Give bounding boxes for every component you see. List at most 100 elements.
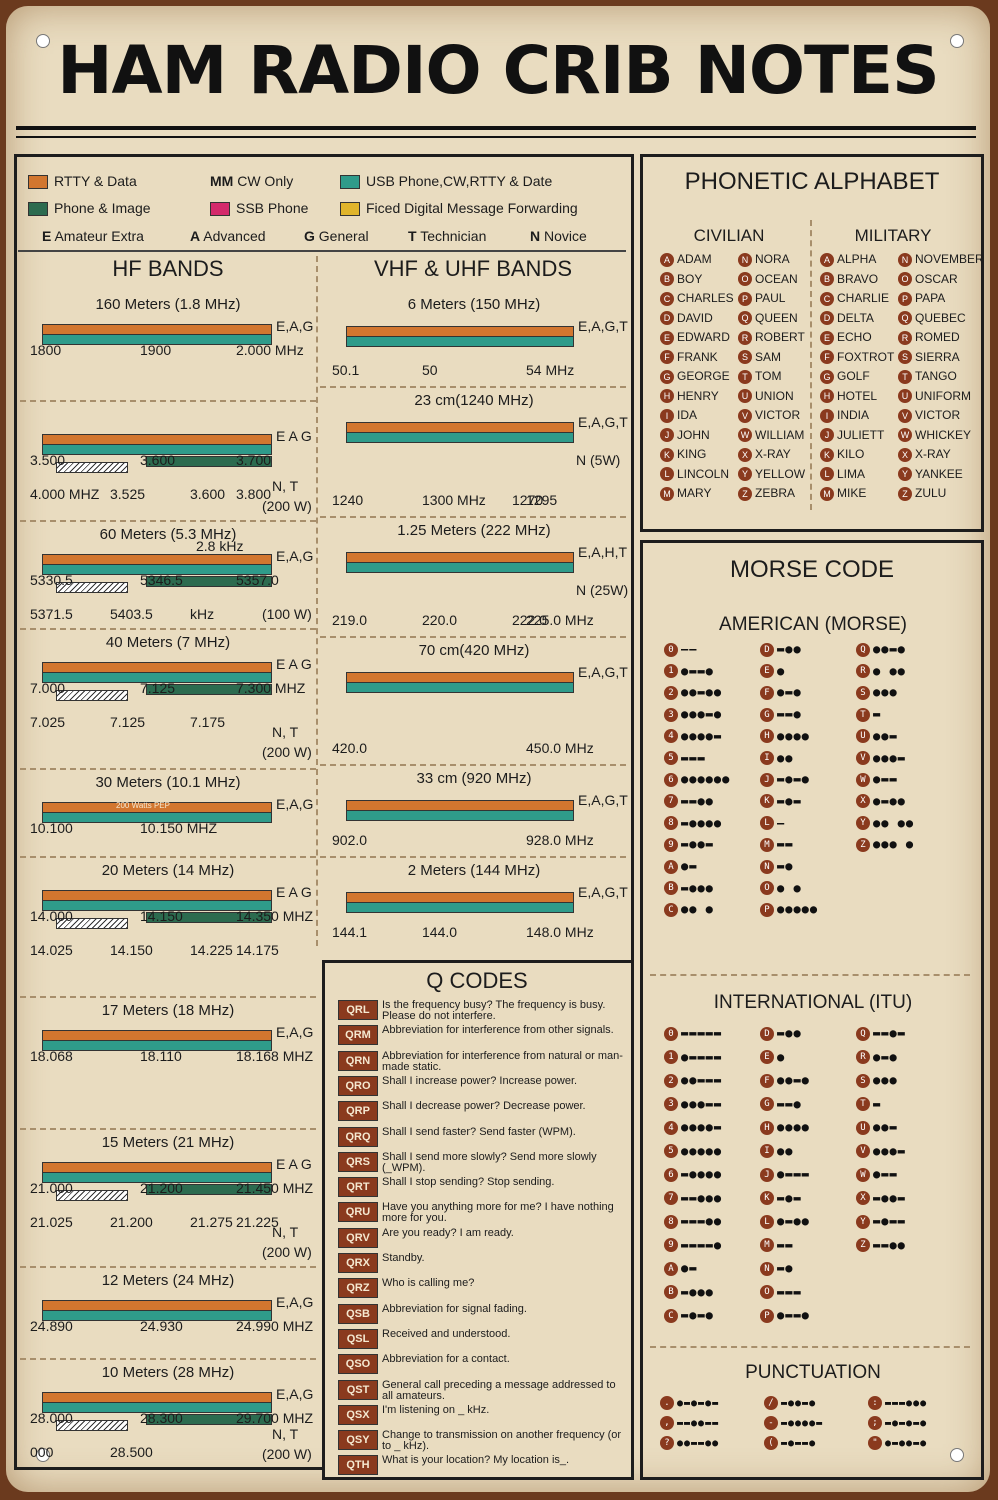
qcode-text: Abbreviation for signal fading. <box>382 1302 527 1315</box>
morse-entry: L ●▬●● <box>760 1214 810 1229</box>
hf-band-name: 20 Meters (14 MHz) <box>101 862 235 879</box>
qcode-row: QRN Abbreviation for interference from na… <box>338 1050 634 1073</box>
title-rule <box>16 126 976 130</box>
civilian-word: FRANK <box>677 349 718 364</box>
military-word: ROMED <box>915 330 960 344</box>
hf-band-name: 60 Meters (5.3 MHz) <box>99 526 237 543</box>
civilian-word: MARY <box>677 486 712 500</box>
letter-badge-icon: 0 <box>664 1026 678 1041</box>
letter-badge-icon: 9 <box>664 1238 678 1252</box>
morse-code-glyph-icon: ●●●●● <box>777 902 819 917</box>
morse-entry: F ●▬● <box>760 685 802 700</box>
qcode-text: Is the frequency busy? The frequency is … <box>382 999 606 1022</box>
qcode-tag: QRT <box>338 1177 378 1198</box>
legend-novice-label: Novice <box>544 228 587 244</box>
military-word: MIKE <box>837 486 867 500</box>
letter-badge-icon: L <box>760 1214 774 1229</box>
hf-band-freq-label: 14.025 <box>30 942 73 958</box>
hf-band-freq-label: 21.275 <box>190 1214 233 1230</box>
vhf-band-freq-label: 1295 <box>526 492 558 508</box>
morse-entry: 6 ▬●●●● <box>664 1167 722 1182</box>
morse-code-glyph-icon: ● ●● <box>873 663 906 678</box>
civilian-item: A ADAM <box>660 252 712 267</box>
civilian-word: JOHN <box>677 427 710 442</box>
letter-badge-icon: U <box>898 389 912 404</box>
qcode-tag: QRV <box>338 1227 378 1248</box>
hf-band-name: 40 Meters (7 MHz) <box>105 634 231 651</box>
civilian-word: WILLIAM <box>755 427 805 442</box>
letter-badge-icon: M <box>660 486 674 501</box>
hf-band-freq-label: 21.025 <box>30 1214 73 1230</box>
hf-band-bar-teal <box>42 564 272 575</box>
letter-badge-icon: S <box>856 685 870 700</box>
letter-badge-icon: A <box>664 1261 678 1276</box>
letter-badge-icon: M <box>820 486 834 501</box>
letter-badge-icon: Y <box>856 816 870 831</box>
hf-band-bar-phone <box>146 912 272 923</box>
usb-swatch <box>340 175 360 190</box>
military-item: W WHICKEY <box>898 428 971 443</box>
hf-band-extra-classes: N, T <box>272 478 299 494</box>
qcode-tag: QSB <box>338 1303 378 1324</box>
qcode-row: QSY Change to transmission on another fre… <box>338 1430 634 1452</box>
civilian-word: ZEBRA <box>755 486 796 500</box>
morse-entry: 2 ●●▬●● <box>664 685 722 700</box>
morse-code-glyph-icon: ●●●▬ <box>873 750 906 765</box>
legend-usb: USB Phone,CW,RTTY & Date <box>340 173 552 190</box>
morse-code-glyph-icon: ●●●▬▬ <box>681 1096 723 1111</box>
morse-code-glyph-icon: ●●●▬ <box>873 1143 906 1158</box>
qcode-row: QSO Abbreviation for a contact. <box>338 1354 634 1375</box>
morse-code-glyph-icon: ▬●● <box>777 642 802 656</box>
hf-band-name: 15 Meters (21 MHz) <box>101 1134 235 1151</box>
letter-badge-icon: X <box>856 794 870 809</box>
morse-entry: 2 ●●▬▬▬ <box>664 1073 722 1088</box>
letter-badge-icon: Y <box>738 467 752 482</box>
vhf-band-freq-label: 222.0 <box>512 612 548 628</box>
morse-entry: S ●●● <box>856 1073 898 1088</box>
hf-band-bar-phone <box>146 456 272 467</box>
hf-band-cw-bar <box>56 918 128 929</box>
morse-entry: W ●▬▬ <box>856 1167 898 1182</box>
hf-band-freq-label: kHz <box>190 606 215 622</box>
morse-code-glyph-icon: ●● <box>777 750 794 765</box>
civilian-item: U UNION <box>738 389 794 404</box>
letter-badge-icon: P <box>760 1308 774 1323</box>
hf-band-bar-teal <box>42 1402 272 1413</box>
civilian-word: DAVID <box>677 310 713 325</box>
military-item: J JULIETT <box>820 428 884 443</box>
legend-phone: Phone & Image <box>28 200 151 217</box>
morse-entry: D ▬●● <box>760 642 802 657</box>
vhf-bands-title: VHF & UHF BANDS <box>373 256 573 281</box>
morse-entry: E ● <box>760 664 785 679</box>
letter-badge-icon: E <box>760 664 774 679</box>
vhf-band-freq-label: 148.0 MHz <box>526 924 594 940</box>
qcode-text: Change to transmission on another freque… <box>382 1429 622 1453</box>
hf-band-freq-label: 24.990 MHZ <box>236 1318 314 1334</box>
letter-badge-icon: C <box>820 291 834 306</box>
letter-badge-icon: D <box>760 1026 774 1041</box>
morse-code-glyph-icon: ▬●●▬ <box>681 837 714 852</box>
vhf-band-bar-teal <box>346 432 574 443</box>
hf-band-freq-label: 3.600 <box>190 486 226 502</box>
vhf-band-name: 2 Meters (144 MHz) <box>407 862 541 879</box>
fixed-swatch <box>340 202 360 217</box>
morse-code-glyph-icon: ●●● <box>873 1073 898 1087</box>
morse-code-glyph-icon: ●●● ● <box>873 837 915 852</box>
legend-fixed: Ficed Digital Message Forwarding <box>340 200 578 217</box>
morse-entry: U ●●▬ <box>856 729 898 744</box>
legend-rtty: RTTY & Data <box>28 173 137 190</box>
military-item: L LIMA <box>820 467 865 482</box>
qcode-tag: QRS <box>338 1151 378 1172</box>
letter-badge-icon: Z <box>856 837 870 852</box>
vhf-band-freq-label: 219.0 <box>332 612 368 628</box>
civilian-item: D DAVID <box>660 311 713 326</box>
letter-badge-icon: C <box>664 902 678 917</box>
technician-letter: T <box>408 228 417 244</box>
morse-entry: M ▬▬ <box>760 1238 793 1252</box>
letter-badge-icon: P <box>738 291 752 306</box>
letter-badge-icon: 8 <box>664 816 678 831</box>
morse-entry: 3 ●●●▬● <box>664 707 722 722</box>
vhf-band-extra-classes: N (25W) <box>576 582 629 598</box>
civilian-word: TOM <box>755 369 782 383</box>
hf-band-freq-label: 2.000 MHz <box>236 342 304 358</box>
